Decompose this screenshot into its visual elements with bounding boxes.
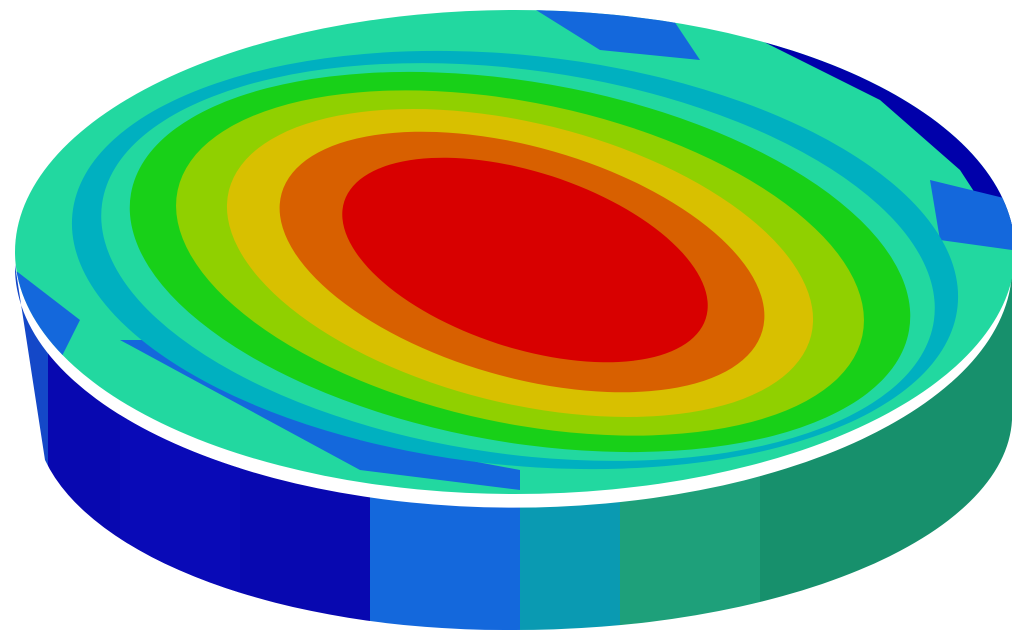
contour-disk-render [0, 0, 1012, 633]
page [0, 0, 1012, 633]
